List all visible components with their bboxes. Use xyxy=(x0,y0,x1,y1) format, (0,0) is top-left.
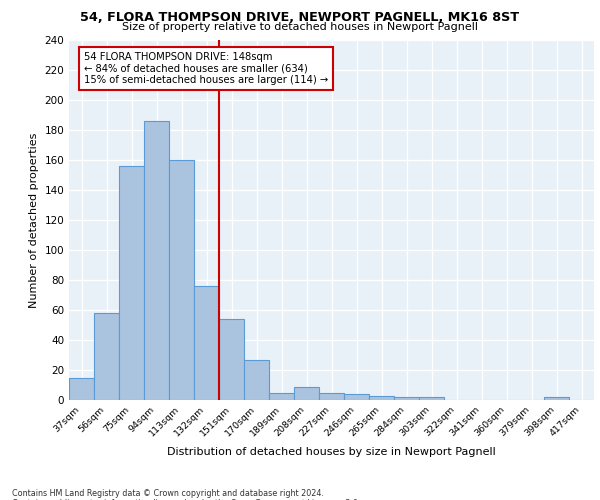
Text: Contains HM Land Registry data © Crown copyright and database right 2024.: Contains HM Land Registry data © Crown c… xyxy=(12,488,324,498)
Bar xyxy=(269,392,294,400)
Bar xyxy=(344,394,369,400)
Bar xyxy=(119,166,144,400)
Bar xyxy=(294,386,319,400)
Bar xyxy=(219,319,244,400)
Bar xyxy=(194,286,219,400)
Bar xyxy=(369,396,394,400)
Y-axis label: Number of detached properties: Number of detached properties xyxy=(29,132,39,308)
Bar xyxy=(319,392,344,400)
Bar xyxy=(144,121,169,400)
Bar xyxy=(544,397,569,400)
X-axis label: Distribution of detached houses by size in Newport Pagnell: Distribution of detached houses by size … xyxy=(167,447,496,457)
Bar xyxy=(419,397,444,400)
Text: 54, FLORA THOMPSON DRIVE, NEWPORT PAGNELL, MK16 8ST: 54, FLORA THOMPSON DRIVE, NEWPORT PAGNEL… xyxy=(80,11,520,24)
Bar xyxy=(394,397,419,400)
Bar xyxy=(169,160,194,400)
Text: Contains public sector information licensed under the Open Government Licence v3: Contains public sector information licen… xyxy=(12,498,361,500)
Bar xyxy=(244,360,269,400)
Text: 54 FLORA THOMPSON DRIVE: 148sqm
← 84% of detached houses are smaller (634)
15% o: 54 FLORA THOMPSON DRIVE: 148sqm ← 84% of… xyxy=(84,52,328,85)
Bar xyxy=(69,378,94,400)
Bar xyxy=(94,313,119,400)
Text: Size of property relative to detached houses in Newport Pagnell: Size of property relative to detached ho… xyxy=(122,22,478,32)
